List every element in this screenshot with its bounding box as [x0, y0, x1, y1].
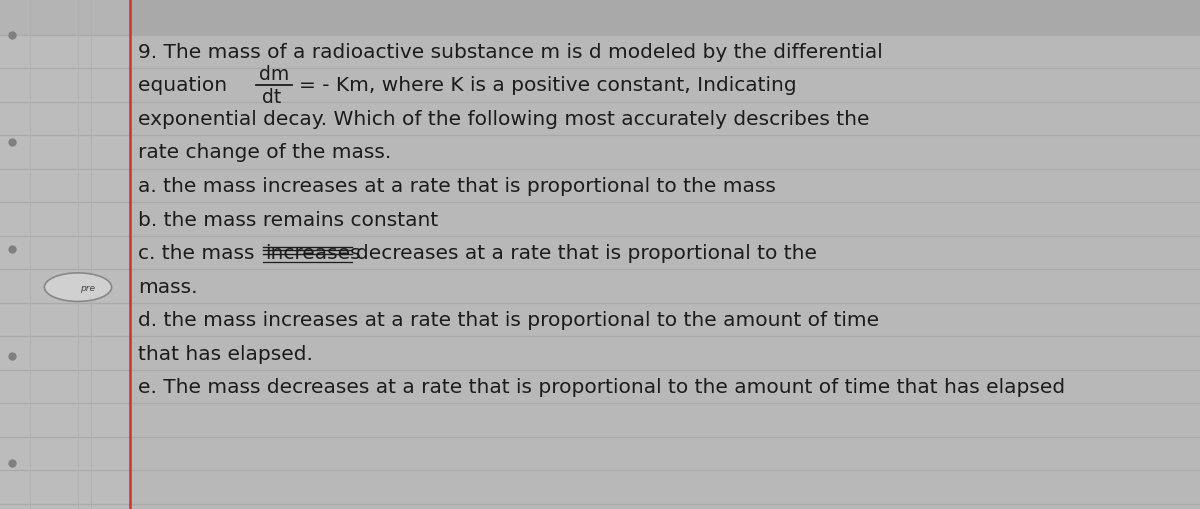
Text: equation: equation	[138, 76, 240, 95]
Text: decreases at a rate that is proportional to the: decreases at a rate that is proportional…	[356, 244, 817, 263]
Text: d. the mass increases at a rate that is proportional to the amount of time: d. the mass increases at a rate that is …	[138, 310, 880, 329]
Text: pre: pre	[80, 283, 95, 292]
Text: that has elapsed.: that has elapsed.	[138, 344, 313, 363]
Text: = - Km, where K is a positive constant, Indicating: = - Km, where K is a positive constant, …	[299, 76, 797, 95]
Text: rate change of the mass.: rate change of the mass.	[138, 143, 391, 162]
Circle shape	[44, 273, 112, 302]
Text: mass.: mass.	[138, 277, 198, 296]
Bar	[0, 0, 1200, 36]
Text: e. The mass decreases at a rate that is proportional to the amount of time that : e. The mass decreases at a rate that is …	[138, 377, 1066, 397]
Text: exponential decay. Which of the following most accurately describes the: exponential decay. Which of the followin…	[138, 110, 870, 129]
Text: c. the mass: c. the mass	[138, 244, 260, 263]
Text: dt: dt	[262, 88, 281, 106]
Bar	[0, 0, 130, 509]
Text: dm: dm	[259, 65, 289, 84]
Text: b. the mass remains constant: b. the mass remains constant	[138, 210, 438, 229]
Text: a. the mass increases at a rate that is proportional to the mass: a. the mass increases at a rate that is …	[138, 177, 776, 195]
FancyArrowPatch shape	[53, 282, 55, 293]
Text: increases: increases	[265, 244, 361, 263]
Text: 9. The mass of a radioactive substance m is d modeled by the differential: 9. The mass of a radioactive substance m…	[138, 43, 883, 62]
